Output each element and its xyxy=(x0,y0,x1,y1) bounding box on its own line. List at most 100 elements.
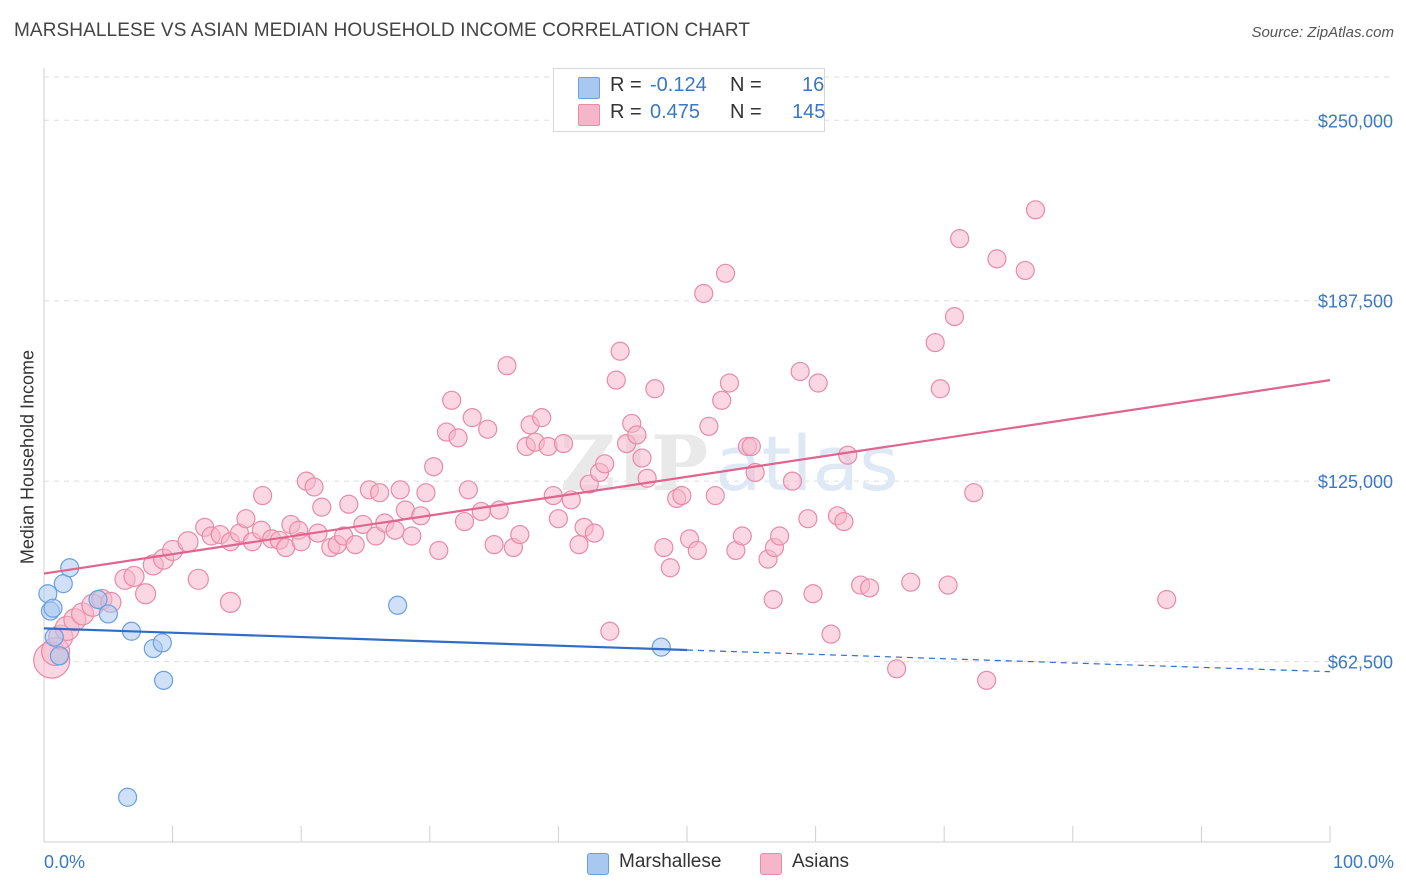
r-value: -0.124 xyxy=(650,74,707,96)
asian-point xyxy=(595,454,615,474)
asian-point xyxy=(964,483,984,503)
asian-point xyxy=(177,531,199,553)
asian-point xyxy=(304,477,324,497)
n-value: 145 xyxy=(792,101,826,123)
asians-legend-label: Asians xyxy=(792,851,850,872)
asian-point xyxy=(627,425,647,445)
r-label: R = xyxy=(610,74,642,96)
marshallese-point xyxy=(388,595,408,615)
asian-point xyxy=(925,332,945,353)
asian-point xyxy=(741,436,761,457)
asian-point xyxy=(987,249,1007,269)
asian-point xyxy=(838,445,858,465)
asian-point xyxy=(1025,200,1046,220)
asian-point xyxy=(790,361,810,382)
y-tick-label: $187,500 xyxy=(1318,292,1393,312)
marshallese-point xyxy=(651,637,671,657)
asian-point xyxy=(715,263,736,283)
asian-point xyxy=(699,416,719,436)
asian-point xyxy=(458,480,478,500)
asian-point xyxy=(553,434,574,454)
asian-point xyxy=(808,373,828,393)
asian-point xyxy=(478,419,498,439)
asian-point xyxy=(600,621,620,641)
marshallese-swatch xyxy=(578,77,600,99)
n-label: N = xyxy=(730,74,762,96)
asian-point xyxy=(510,524,530,545)
watermark-atlas: atlas xyxy=(715,419,899,508)
asian-point xyxy=(834,511,854,532)
stats-legend: R = -0.124 N = 16 R = 0.475 N = 145 xyxy=(553,68,825,132)
asian-point xyxy=(532,408,552,428)
asian-point xyxy=(610,341,630,361)
asian-point xyxy=(938,575,958,595)
n-value: 16 xyxy=(802,74,825,96)
asian-point xyxy=(123,565,145,588)
marshallese-trend-line xyxy=(43,627,688,652)
asian-point xyxy=(471,501,491,522)
y-axis-label: Median Household Income xyxy=(17,349,38,565)
asian-point xyxy=(769,526,790,546)
asian-point xyxy=(654,537,674,558)
asian-point xyxy=(632,448,652,468)
asian-point xyxy=(253,485,273,506)
asian-point xyxy=(134,583,157,605)
asian-point xyxy=(803,584,823,604)
asians-trend-line xyxy=(43,379,1331,575)
marshallese-point xyxy=(152,633,172,653)
marshallese-point xyxy=(117,787,138,807)
asian-point xyxy=(429,540,449,561)
asian-point xyxy=(442,390,462,410)
asian-point xyxy=(312,497,332,517)
asian-point xyxy=(402,526,422,546)
asian-point xyxy=(694,283,714,304)
marshallese-point xyxy=(153,670,174,690)
asian-point xyxy=(424,457,444,477)
chart-title: MARSHALLESE VS ASIAN MEDIAN HOUSEHOLD IN… xyxy=(14,20,751,41)
marshallese-trend-extension xyxy=(686,649,1331,673)
n-label: N = xyxy=(730,101,762,123)
asian-point xyxy=(385,520,405,540)
asian-point xyxy=(1015,260,1035,281)
y-tick-label: $125,000 xyxy=(1318,472,1393,492)
asian-point xyxy=(339,494,359,514)
asian-point xyxy=(887,659,907,679)
asian-point xyxy=(390,480,410,500)
asian-point xyxy=(345,535,365,555)
marshallese-point xyxy=(44,627,64,647)
x-tick-max: 100.0% xyxy=(1332,852,1394,872)
y-tick-label: $62,500 xyxy=(1328,653,1393,673)
asian-point xyxy=(462,408,482,428)
asian-point xyxy=(763,589,783,610)
asian-point xyxy=(732,526,752,546)
asian-point xyxy=(484,535,504,555)
asian-point xyxy=(584,523,605,543)
marshallese-legend-label: Marshallese xyxy=(619,851,722,872)
source-credit: Source: ZipAtlas.com xyxy=(1251,24,1394,41)
asian-point xyxy=(977,670,997,690)
asian-point xyxy=(660,558,680,578)
x-tick-min: 0.0% xyxy=(44,852,86,872)
asian-point xyxy=(798,509,818,529)
asian-point xyxy=(782,471,803,491)
asian-point xyxy=(548,509,569,529)
asian-point xyxy=(705,485,725,506)
asian-point xyxy=(1157,589,1177,610)
asian-point xyxy=(860,578,880,598)
y-tick-label: $250,000 xyxy=(1318,111,1393,131)
marshallese-point xyxy=(43,598,63,618)
asian-point xyxy=(950,229,970,249)
asian-point xyxy=(712,390,732,410)
asian-point xyxy=(645,379,665,399)
asians-legend-swatch xyxy=(760,853,782,875)
asian-point xyxy=(416,483,436,503)
asian-point xyxy=(370,483,390,503)
asian-point xyxy=(606,370,626,390)
asian-point xyxy=(236,509,256,529)
r-label: R = xyxy=(610,101,642,123)
asian-point xyxy=(454,511,475,532)
asian-point xyxy=(930,379,950,399)
asian-point xyxy=(366,526,386,546)
r-value: 0.475 xyxy=(650,101,701,123)
